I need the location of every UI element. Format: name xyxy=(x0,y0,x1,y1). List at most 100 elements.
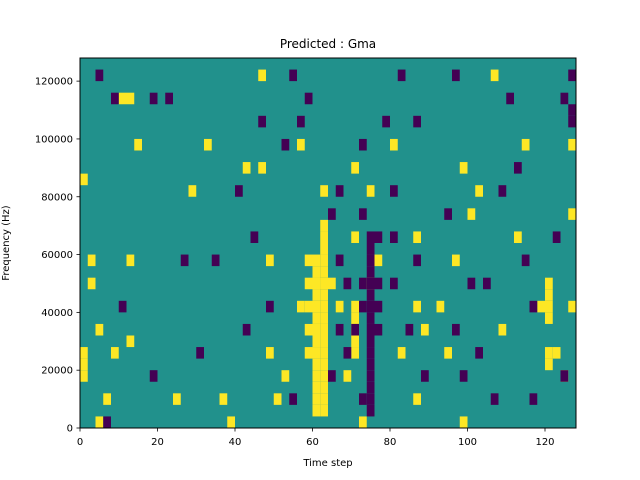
heatmap-cell-high xyxy=(258,69,266,82)
heatmap-cell-low xyxy=(560,92,569,105)
heatmap-cell-high xyxy=(568,138,576,151)
x-tick-label: 120 xyxy=(535,437,554,448)
heatmap-cell-high xyxy=(227,416,235,428)
heatmap-cell-high xyxy=(304,254,313,267)
heatmap-cell-low xyxy=(529,300,538,313)
heatmap-cell-high xyxy=(87,254,96,267)
heatmap-cell-high xyxy=(312,323,321,336)
heatmap-cell-low xyxy=(328,208,336,220)
heatmap-cell-high xyxy=(320,335,328,348)
heatmap-cell-low xyxy=(366,254,375,267)
heatmap-cell-low xyxy=(266,300,274,313)
heatmap-cell-low xyxy=(560,370,569,382)
heatmap-cell-high xyxy=(413,300,421,313)
heatmap-cell-low xyxy=(366,404,375,417)
heatmap-cell-low xyxy=(390,185,398,197)
x-tick-label: 0 xyxy=(77,437,83,448)
heatmap-cell-low xyxy=(258,115,266,128)
y-tick-label: 100000 xyxy=(35,134,73,145)
heatmap-cell-low xyxy=(390,277,398,290)
heatmap-cell-high xyxy=(312,300,321,313)
heatmap-cell-low xyxy=(335,254,344,267)
heatmap-cell-low xyxy=(281,138,290,151)
heatmap-cell-high xyxy=(459,416,468,428)
heatmap-cell-low xyxy=(397,69,406,82)
heatmap-cell-high xyxy=(366,185,375,197)
heatmap-cell-high xyxy=(80,370,88,382)
heatmap-cell-high xyxy=(351,231,359,243)
heatmap-cell-high xyxy=(320,393,328,405)
heatmap-cell-high xyxy=(304,277,313,290)
heatmap-cell-high xyxy=(304,323,313,336)
heatmap-cells xyxy=(80,69,576,428)
heatmap-cell-high xyxy=(312,289,321,301)
heatmap-cell-high xyxy=(173,393,181,405)
heatmap-cell-high xyxy=(312,370,321,382)
heatmap-cell-high xyxy=(320,219,328,232)
heatmap-cell-high xyxy=(351,162,359,174)
heatmap-cell-low xyxy=(568,104,576,116)
heatmap-cell-high xyxy=(545,300,553,313)
heatmap-cell-low xyxy=(335,185,344,197)
heatmap-cell-high xyxy=(545,277,553,290)
heatmap-cell-high xyxy=(134,138,142,151)
x-tick-label: 40 xyxy=(229,437,242,448)
heatmap-cell-low xyxy=(405,323,414,336)
heatmap-cell-low xyxy=(459,370,468,382)
heatmap-cell-low xyxy=(235,185,243,197)
heatmap-cell-low xyxy=(506,92,514,105)
heatmap-cell-high xyxy=(87,277,96,290)
heatmap-cell-low xyxy=(149,370,158,382)
heatmap-cell-low xyxy=(111,92,119,105)
heatmap-cell-high xyxy=(304,300,313,313)
heatmap-cell-high xyxy=(335,300,344,313)
heatmap-cell-high xyxy=(498,323,507,336)
heatmap-cell-low xyxy=(552,231,561,243)
heatmap-cell-high xyxy=(80,173,88,186)
heatmap-cell-low xyxy=(366,231,375,243)
heatmap-cell-low xyxy=(165,92,173,105)
heatmap-cell-high xyxy=(568,300,576,313)
heatmap-cell-high xyxy=(95,416,104,428)
heatmap-cell-high xyxy=(421,323,429,336)
heatmap-cell-low xyxy=(490,393,499,405)
y-tick-label: 40000 xyxy=(41,308,73,319)
heatmap-cell-high xyxy=(111,347,119,359)
heatmap-cell-high xyxy=(545,312,553,324)
heatmap-cell-high xyxy=(545,358,553,371)
heatmap-cell-low xyxy=(366,243,375,255)
heatmap-cell-low xyxy=(413,254,421,267)
heatmap-cell-high xyxy=(312,404,321,417)
y-tick-label: 80000 xyxy=(41,192,73,203)
y-tick-label: 60000 xyxy=(41,250,73,261)
heatmap-cell-high xyxy=(281,370,290,382)
heatmap-cell-high xyxy=(219,393,228,405)
heatmap-cell-low xyxy=(359,300,367,313)
heatmap-cell-high xyxy=(521,138,530,151)
heatmap-cell-high xyxy=(452,254,460,267)
heatmap-cell-high xyxy=(351,347,359,359)
heatmap-cell-high xyxy=(266,347,274,359)
heatmap-cell-high xyxy=(258,162,266,174)
y-tick-label: 0 xyxy=(67,424,73,435)
heatmap-cell-high xyxy=(320,266,328,278)
heatmap-cell-high xyxy=(80,358,88,371)
heatmap-cell-high xyxy=(320,254,328,267)
heatmap-cell-low xyxy=(568,115,576,128)
x-tick-label: 100 xyxy=(458,437,477,448)
heatmap-cell-low xyxy=(242,323,251,336)
heatmap-cell-high xyxy=(552,347,561,359)
heatmap-cell-low xyxy=(328,370,336,382)
x-tick-label: 60 xyxy=(306,437,319,448)
y-tick-label: 120000 xyxy=(35,77,73,88)
y-axis: 0 20000 40000 60000 80000 100000 120000 xyxy=(35,77,80,435)
y-tick-label: 20000 xyxy=(41,366,73,377)
heatmap-cell-low xyxy=(289,393,297,405)
heatmap-cell-low xyxy=(374,323,383,336)
heatmap-cell-low xyxy=(374,277,383,290)
heatmap-cell-high xyxy=(320,323,328,336)
heatmap-cell-low xyxy=(359,277,367,290)
heatmap-cell-high xyxy=(320,312,328,324)
plot-frame xyxy=(79,57,577,429)
